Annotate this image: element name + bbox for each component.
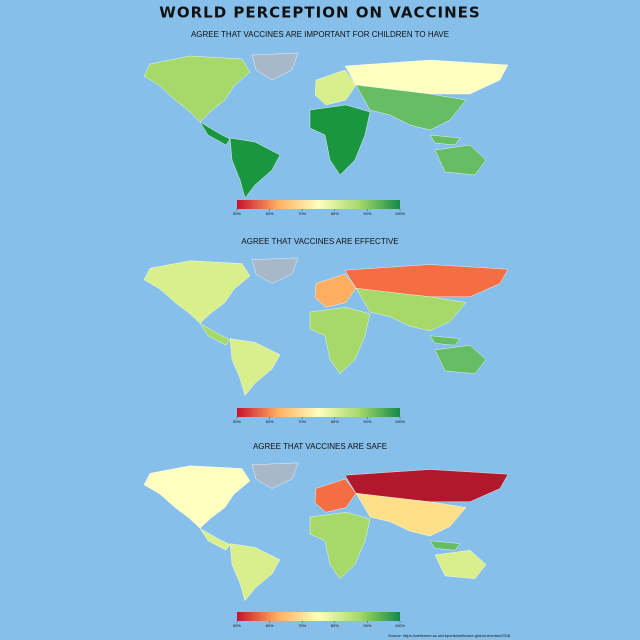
scale-tick-label: 60%	[266, 211, 274, 216]
map-subtitle: AGREE THAT VACCINES ARE EFFECTIVE	[241, 237, 398, 246]
region	[434, 144, 487, 176]
region	[251, 462, 299, 489]
map-subtitle: AGREE THAT VACCINES ARE SAFE	[253, 442, 387, 451]
region	[429, 540, 461, 551]
scale-tick-label: 90%	[363, 623, 371, 628]
scale-tick-label: 50%	[233, 419, 241, 424]
scale-tick-label: 100%	[395, 419, 406, 424]
region	[429, 134, 461, 146]
region	[251, 52, 299, 81]
region	[309, 307, 371, 375]
region	[251, 257, 299, 284]
region	[199, 121, 231, 146]
region	[355, 288, 467, 332]
scale-tick-label: 90%	[363, 211, 371, 216]
region	[143, 260, 251, 324]
region	[229, 543, 281, 602]
region	[434, 345, 487, 374]
scale-tick-label: 90%	[363, 419, 371, 424]
scale-tick-label: 80%	[331, 623, 339, 628]
map-subtitle: AGREE THAT VACCINES ARE IMPORTANT FOR CH…	[191, 30, 449, 39]
scale-tick-label: 70%	[298, 419, 306, 424]
region	[355, 493, 467, 537]
scale-tick-label: 100%	[395, 623, 406, 628]
region	[229, 338, 281, 397]
scale-tick-label: 70%	[298, 623, 306, 628]
region	[314, 69, 357, 106]
scale-tick-label: 80%	[331, 419, 339, 424]
scale-tick-label: 50%	[233, 211, 241, 216]
color-scale	[237, 200, 400, 209]
region	[199, 323, 231, 346]
region	[355, 84, 467, 131]
region	[309, 104, 371, 176]
color-scale	[237, 408, 400, 417]
region	[314, 273, 357, 308]
scale-tick-label: 60%	[266, 419, 274, 424]
source: Source: https://wellcome.ac.uk/reports/w…	[388, 633, 511, 638]
region	[199, 528, 231, 551]
region	[314, 478, 357, 513]
region	[229, 137, 281, 199]
region	[434, 550, 487, 579]
scale-tick-label: 100%	[395, 211, 406, 216]
world-map	[143, 52, 509, 199]
region	[429, 335, 461, 346]
region	[143, 465, 251, 529]
world-map	[143, 462, 509, 602]
region	[309, 512, 371, 580]
color-scale	[237, 612, 400, 621]
region	[143, 55, 251, 123]
world-map	[143, 257, 509, 397]
scale-tick-label: 80%	[331, 211, 339, 216]
scale-tick-label: 60%	[266, 623, 274, 628]
scale-tick-label: 70%	[298, 211, 306, 216]
scale-tick-label: 50%	[233, 623, 241, 628]
title: WORLD PERCEPTION ON VACCINES	[159, 4, 480, 22]
